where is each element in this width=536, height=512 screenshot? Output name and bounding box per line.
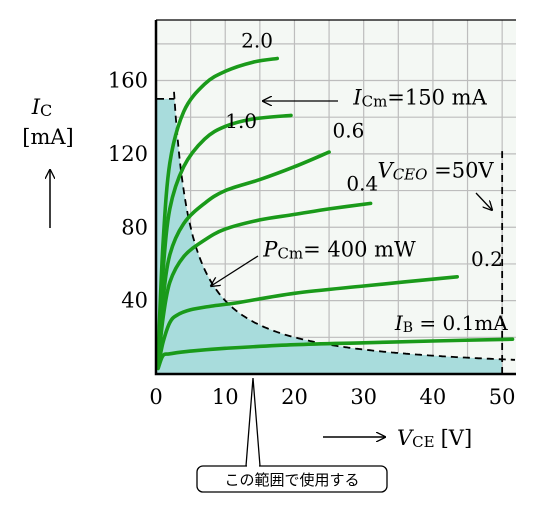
x-axis-label: VCE [V] (397, 426, 472, 451)
ib-curve-labels: 2.0 1.0 0.6 0.4 0.2 IB = 0.1mA (225, 29, 508, 336)
vceo-arrow (475, 192, 492, 210)
limit-lines (156, 91, 515, 374)
x-tick-label: 50 (489, 385, 516, 409)
safe-operating-area (156, 98, 503, 374)
annotations: ICm=150 mA PCm= 400 mW VCEO =50V (211, 85, 494, 286)
x-tick-label: 0 (149, 385, 162, 409)
ib-curve-label: 2.0 (241, 29, 273, 53)
ib-curve (156, 150, 331, 365)
ib-curve (156, 113, 293, 362)
x-tick-label: 10 (212, 385, 239, 409)
callout-pointer (245, 377, 261, 467)
y-tick-label: 80 (121, 215, 148, 239)
pcm-arrow (211, 255, 259, 286)
ib-curve (156, 201, 373, 367)
pcm-limit-curve (173, 91, 515, 361)
icm-annotation: ICm=150 mA (352, 85, 487, 110)
y-tick-label: 120 (108, 142, 148, 166)
x-tick-label: 40 (420, 385, 447, 409)
ib-curve-label: 0.6 (333, 118, 365, 142)
ib-curve (156, 56, 279, 358)
x-tick-label: 20 (281, 385, 308, 409)
y-axis-unit: [mA] (22, 125, 73, 149)
callout-text: この範囲で使用する (224, 471, 359, 489)
axis-ticks: 0 10 20 30 40 50 40 80 120 160 (108, 69, 516, 409)
ib-curve (156, 275, 459, 369)
ib-curves (156, 56, 515, 371)
ib-curve-label: IB = 0.1mA (394, 311, 508, 336)
callout-box (196, 465, 388, 493)
x-tick-label: 30 (350, 385, 377, 409)
grid (156, 20, 516, 374)
ib-curve-label: 1.0 (225, 109, 257, 133)
vceo-annotation: VCEO =50V (378, 159, 495, 184)
y-axis-label: IC (31, 95, 53, 120)
ib-curve (156, 337, 515, 371)
range-callout: この範囲で使用する (196, 377, 388, 493)
axis-frame (154, 20, 516, 376)
ib-curve-label: 0.4 (346, 172, 378, 196)
ib-curve-label: 0.2 (471, 247, 503, 271)
pcm-annotation: PCm= 400 mW (262, 238, 416, 263)
y-tick-label: 40 (121, 289, 148, 313)
y-tick-label: 160 (108, 69, 148, 93)
